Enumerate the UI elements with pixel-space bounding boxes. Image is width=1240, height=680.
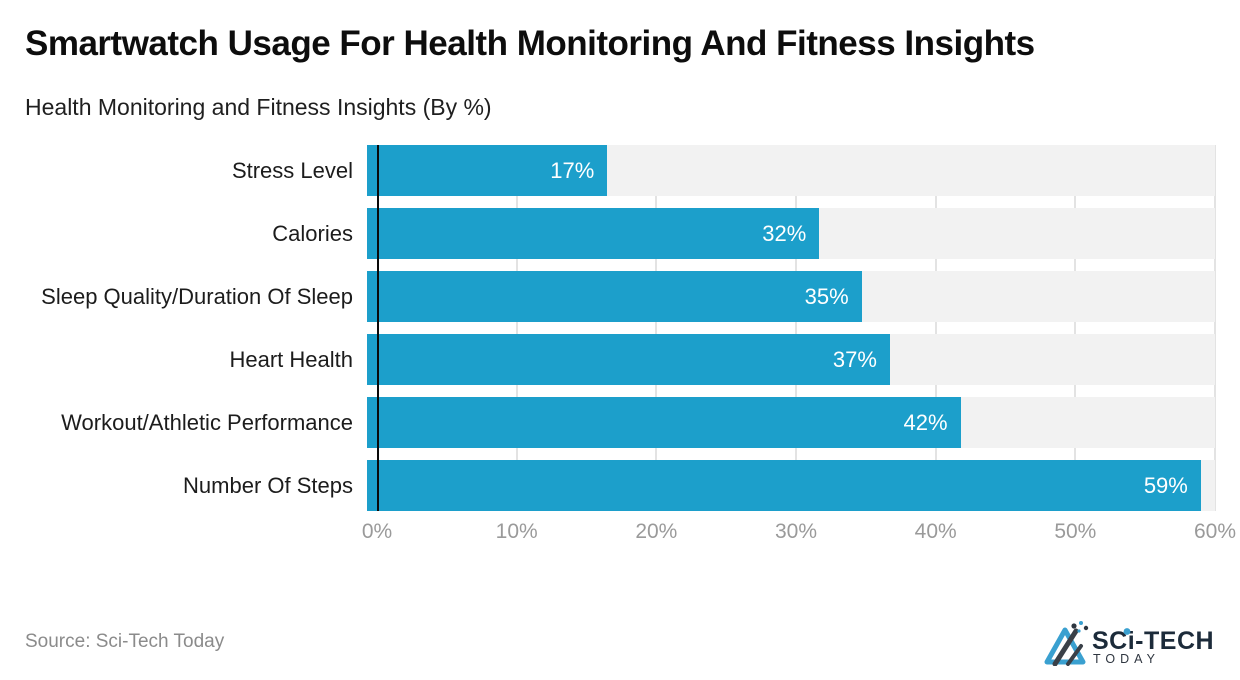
bar: 42% [367,397,961,449]
sci-tech-today-logo: SCi-TECH TODAY [1043,618,1215,666]
chart-row: Workout/Athletic Performance 42% [25,397,1215,449]
x-tick-label: 60% [1193,520,1237,544]
chart-subtitle: Health Monitoring and Fitness Insights (… [25,94,492,121]
x-tick-label: 30% [774,520,818,544]
chart-row: Sleep Quality/Duration Of Sleep 35% [25,271,1215,323]
bar: 32% [367,208,820,260]
gridline [1074,145,1077,512]
gridlines-container [377,145,1216,512]
gridline [655,145,658,512]
logo-graphic: SCi-TECH TODAY [1044,621,1214,666]
source-credit: Source: Sci-Tech Today [25,631,225,652]
bar-value-label: 59% [1143,472,1188,498]
bar: 59% [367,460,1201,512]
gridline [1214,145,1216,512]
chart-row: Calories 32% [25,208,1215,260]
x-tick-label: 0% [361,520,393,544]
bar: 17% [367,145,608,197]
bar-value-label: 37% [832,346,877,372]
gridline [515,145,518,512]
bar: 37% [367,334,890,386]
chart-row: Number Of Steps 59% [25,460,1215,512]
x-tick-label: 40% [914,520,957,544]
bar-track: 59% [367,460,1215,512]
footer: Source: Sci-Tech Today SCi-TECH TODAY [25,616,1215,668]
gridline [795,145,797,512]
bar-track: 42% [367,397,1215,449]
category-label: Stress Level [231,157,353,183]
category-label: Heart Health [229,346,353,372]
bar-value-label: 17% [550,157,595,183]
x-axis-ticks: 0% 10% 20% 30% 40% 50% 60% [362,511,1236,547]
category-label: Number Of Steps [183,472,353,498]
logo-i-dot [1123,628,1131,635]
category-label: Calories [272,220,353,246]
y-axis-line [377,145,379,512]
bar-track: 17% [367,145,1215,197]
bar-chart: Stress Level 17% Calories 32% Sleep Qual… [25,145,1236,547]
bar-value-label: 32% [762,220,807,246]
x-tick-label: 10% [495,520,538,544]
category-label: Sleep Quality/Duration Of Sleep [41,283,353,309]
gridline [934,145,937,512]
bar: 35% [367,271,862,323]
category-label: Workout/Athletic Performance [61,409,353,435]
page-title: Smartwatch Usage For Health Monitoring A… [25,24,1035,63]
x-tick-label: 50% [1054,520,1097,544]
bar-track: 37% [367,334,1215,386]
logo-triangle-icon [1044,621,1089,666]
bar-track: 35% [367,271,1215,323]
bar-track: 32% [367,208,1215,260]
logo-name-text: SCi-TECH [1092,627,1214,655]
plot-rows: Stress Level 17% Calories 32% Sleep Qual… [25,145,1215,512]
x-tick-label: 20% [635,520,678,544]
bar-value-label: 35% [804,283,849,309]
bar-value-label: 42% [903,409,948,435]
plot-area: Stress Level 17% Calories 32% Sleep Qual… [25,145,1216,512]
chart-row: Heart Health 37% [25,334,1215,386]
logo-tagline-text: TODAY [1093,652,1160,666]
chart-row: Stress Level 17% [25,145,1215,197]
